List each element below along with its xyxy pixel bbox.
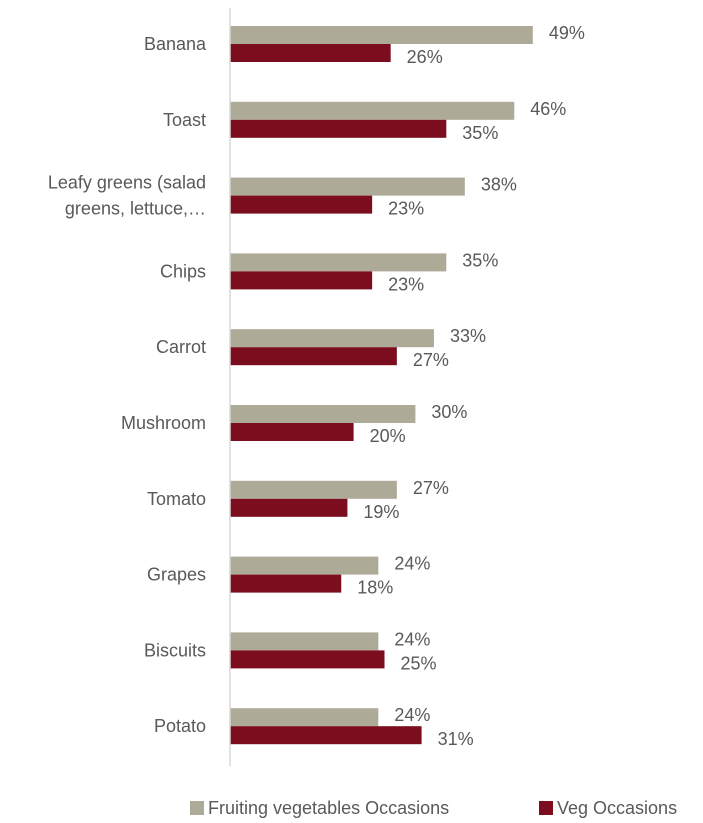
bar-fruiting-vegetables-occasions-tomato	[230, 480, 397, 499]
bar-veg-occasions-potato	[230, 726, 422, 745]
bar-fruiting-vegetables-occasions-banana	[230, 26, 533, 44]
bar-fruiting-vegetables-occasions-mushroom	[230, 405, 416, 423]
legend-label-fruiting-vegetables-occasions: Fruiting vegetables Occasions	[208, 798, 449, 818]
value-label-fruiting-vegetables-occasions-banana: 49%	[549, 23, 585, 43]
bar-fruiting-vegetables-occasions-carrot	[230, 329, 434, 348]
value-labels: 49%26%46%35%38%23%35%23%33%27%30%20%27%1…	[357, 23, 585, 749]
bar-veg-occasions-banana	[230, 44, 391, 62]
value-label-veg-occasions-mushroom: 20%	[370, 426, 406, 446]
value-label-fruiting-vegetables-occasions-carrot: 33%	[450, 326, 486, 346]
category-labels: Banana Toast Leafy greens (salad greens, le…	[48, 34, 207, 736]
bar-veg-occasions-tomato	[230, 498, 348, 517]
bar-fruiting-vegetables-occasions-potato	[230, 708, 379, 727]
value-label-fruiting-vegetables-occasions-leafy-greens-salad-greens-lettuce: 38%	[481, 175, 517, 195]
category-label-biscuits: Biscuits	[144, 640, 206, 660]
value-label-veg-occasions-banana: 26%	[407, 47, 443, 67]
bar-veg-occasions-carrot	[230, 347, 397, 366]
value-label-veg-occasions-tomato: 19%	[363, 502, 399, 522]
bar-fruiting-vegetables-occasions-biscuits	[230, 632, 379, 651]
bars-layer	[230, 26, 533, 745]
category-label-carrot: Carrot	[156, 337, 206, 357]
category-label-banana: Banana	[144, 34, 207, 54]
bar-veg-occasions-chips	[230, 271, 373, 290]
category-label-tomato: Tomato	[147, 489, 206, 509]
bar-fruiting-vegetables-occasions-chips	[230, 253, 447, 272]
value-label-veg-occasions-carrot: 27%	[413, 350, 449, 370]
category-label-potato: Potato	[154, 716, 206, 736]
value-label-fruiting-vegetables-occasions-biscuits: 24%	[394, 629, 430, 649]
legend-swatch-veg-occasions	[539, 801, 553, 815]
value-label-veg-occasions-grapes: 18%	[357, 578, 393, 598]
bar-fruiting-vegetables-occasions-grapes	[230, 556, 379, 575]
value-label-fruiting-vegetables-occasions-chips: 35%	[462, 250, 498, 270]
value-label-veg-occasions-chips: 23%	[388, 274, 424, 294]
value-label-veg-occasions-biscuits: 25%	[401, 653, 437, 673]
category-label-toast: Toast	[163, 110, 206, 130]
category-label-leafy-greens-salad-greens-lettuce-line-1: Leafy greens (salad	[48, 173, 206, 193]
category-label-leafy-greens-salad-greens-lettuce-line-2: greens, lettuce,…	[65, 199, 206, 219]
value-label-veg-occasions-toast: 35%	[462, 123, 498, 143]
bar-veg-occasions-leafy-greens-salad-greens-lettuce	[230, 195, 373, 214]
legend-swatch-fruiting-vegetables-occasions	[190, 801, 204, 815]
bar-fruiting-vegetables-occasions-toast	[230, 101, 515, 120]
legend-label-veg-occasions: Veg Occasions	[557, 798, 677, 818]
value-label-veg-occasions-potato: 31%	[438, 729, 474, 749]
category-label-grapes: Grapes	[147, 565, 206, 585]
bar-veg-occasions-mushroom	[230, 423, 354, 441]
value-label-fruiting-vegetables-occasions-mushroom: 30%	[431, 402, 467, 422]
bar-veg-occasions-toast	[230, 119, 447, 138]
value-label-fruiting-vegetables-occasions-tomato: 27%	[413, 478, 449, 498]
category-label-chips: Chips	[160, 261, 206, 281]
value-label-fruiting-vegetables-occasions-potato: 24%	[394, 705, 430, 725]
bar-fruiting-vegetables-occasions-leafy-greens-salad-greens-lettuce	[230, 177, 465, 196]
value-label-fruiting-vegetables-occasions-grapes: 24%	[394, 554, 430, 574]
bar-veg-occasions-biscuits	[230, 650, 385, 669]
category-label-mushroom: Mushroom	[121, 413, 206, 433]
legend: Fruiting vegetables Occasions Veg Occasio…	[190, 798, 677, 818]
bar-veg-occasions-grapes	[230, 574, 342, 593]
value-label-veg-occasions-leafy-greens-salad-greens-lettuce: 23%	[388, 199, 424, 219]
value-label-fruiting-vegetables-occasions-toast: 46%	[530, 99, 566, 119]
